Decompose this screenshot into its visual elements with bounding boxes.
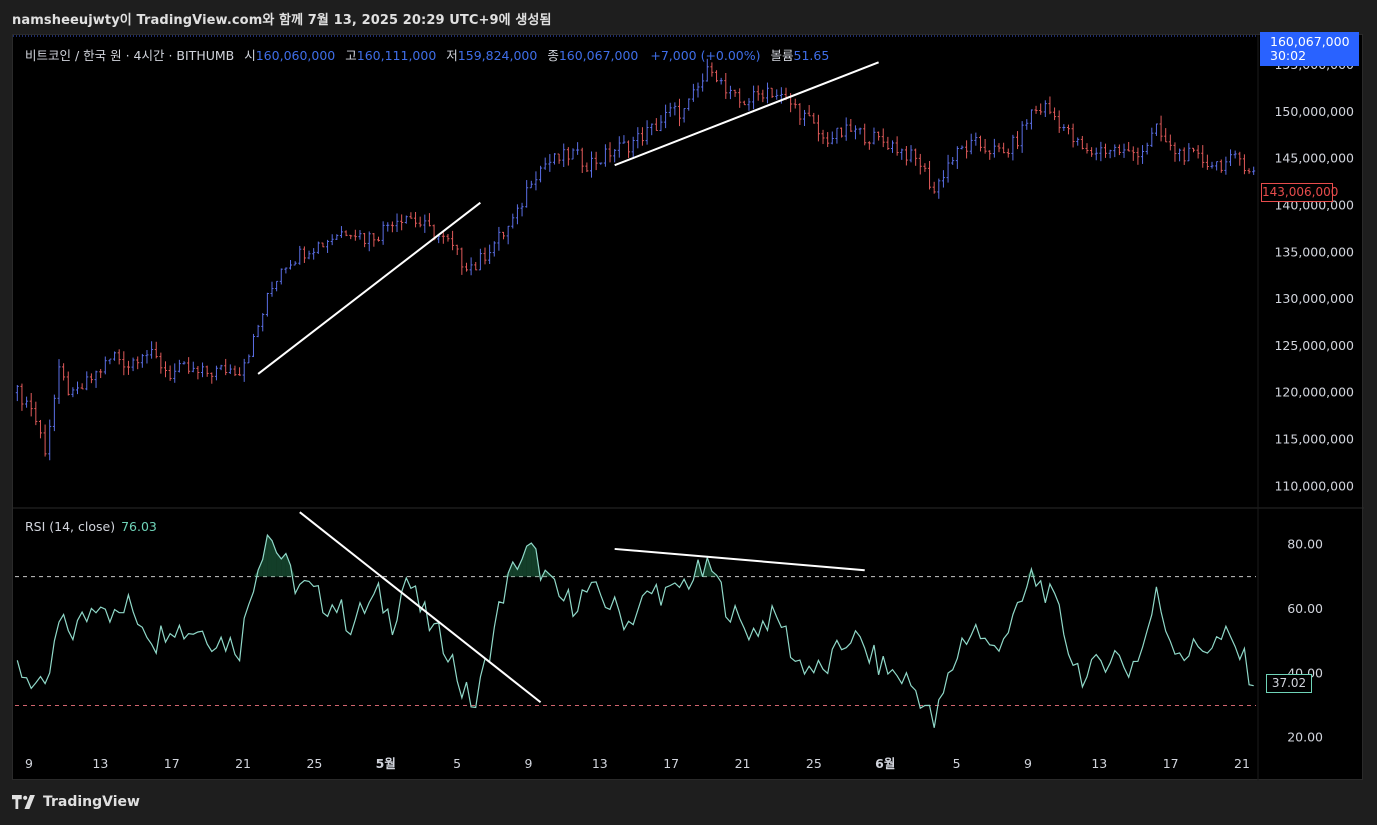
last-price: 160,067,000	[1270, 34, 1350, 49]
rsi-overbought-fill	[262, 535, 268, 577]
time-axis-tick-label: 6월	[875, 756, 895, 771]
rsi-line	[16, 533, 1254, 728]
time-axis-tick-label: 25	[806, 756, 822, 771]
rsi-overbought-fill	[285, 553, 291, 577]
time-axis-tick-label: 9	[1024, 756, 1032, 771]
price-axis-tick-label: 120,000,000	[1274, 385, 1354, 400]
time-axis-tick-label: 5	[453, 756, 461, 771]
chart-frame[interactable]: 155,000,000150,000,000145,000,000140,000…	[12, 32, 1364, 781]
time-axis-tick-label: 13	[592, 756, 608, 771]
rsi-overbought-fill	[281, 553, 286, 577]
symbol-name[interactable]: 비트코인 / 한국 원 · 4시간 · BITHUMB	[25, 48, 235, 63]
price-axis-tick-label: 110,000,000	[1274, 478, 1354, 493]
time-axis-tick-label: 21	[1234, 756, 1250, 771]
price-axis-tick-label: 130,000,000	[1274, 291, 1354, 306]
rsi-overbought-fill	[512, 561, 518, 577]
rsi-value: 76.03	[121, 519, 157, 534]
price-axis-tick-label: 145,000,000	[1274, 151, 1354, 166]
price-trendline[interactable]	[257, 201, 481, 375]
rsi-overbought-fill	[517, 559, 523, 577]
tradingview-logo-icon	[12, 795, 35, 809]
rsi-overbought-fill	[271, 540, 277, 577]
chart-canvas[interactable]: 155,000,000150,000,000145,000,000140,000…	[13, 35, 1364, 781]
time-axis-tick-label: 17	[1163, 756, 1179, 771]
time-axis-tick-label: 17	[164, 756, 180, 771]
snapshot-header: namsheeujwty이 TradingView.com와 함께 7월 13,…	[12, 13, 552, 28]
price-axis-tick-label: 150,000,000	[1274, 104, 1354, 119]
high-value: 160,111,000	[356, 48, 437, 63]
low-label: 저	[446, 48, 458, 63]
rsi-overbought-fill	[267, 535, 272, 577]
time-axis-tick-label: 25	[306, 756, 322, 771]
rsi-level-badge: 37.02	[1266, 674, 1312, 693]
time-axis-tick-label: 9	[524, 756, 532, 771]
rsi-overbought-fill	[531, 543, 536, 577]
time-axis-tick-label: 13	[92, 756, 108, 771]
rsi-axis-tick-label: 80.00	[1287, 536, 1323, 551]
change-value: +7,000 (+0.00%)	[650, 48, 761, 63]
close-value: 160,067,000	[558, 48, 639, 63]
rsi-axis-tick-label: 60.00	[1287, 601, 1323, 616]
bar-countdown: 30:02	[1270, 48, 1307, 63]
rsi-overbought-fill	[522, 546, 527, 577]
time-axis-tick-label: 13	[1091, 756, 1107, 771]
volume-label: 볼륨	[770, 48, 794, 63]
time-axis-tick-label: 5	[953, 756, 961, 771]
price-trendline[interactable]	[614, 61, 879, 167]
rsi-overbought-fill	[526, 543, 532, 577]
rsi-trendline[interactable]	[614, 547, 865, 572]
rsi-label: RSI (14, close)	[25, 519, 116, 534]
time-axis-tick-label: 9	[25, 756, 33, 771]
price-level-badge: 143,006,000	[1261, 183, 1338, 202]
rsi-axis-tick-label: 20.00	[1287, 730, 1323, 745]
rsi-legend[interactable]: RSI (14, close) 76.03	[25, 519, 157, 534]
open-label: 시	[244, 48, 256, 63]
volume-value: 51.65	[793, 48, 830, 63]
price-axis-tick-label: 135,000,000	[1274, 244, 1354, 259]
footer-brand: TradingView	[43, 794, 140, 810]
rsi-trendline[interactable]	[299, 511, 542, 704]
rsi-overbought-fill	[503, 573, 509, 577]
rsi-overbought-fill	[258, 559, 263, 577]
low-value: 159,824,000	[457, 48, 538, 63]
close-label: 종	[547, 48, 559, 63]
time-axis-tick-label: 21	[235, 756, 251, 771]
symbol-legend: 비트코인 / 한국 원 · 4시간 · BITHUMB 시160,060,000…	[25, 45, 829, 64]
time-axis-tick-label: 21	[735, 756, 751, 771]
open-value: 160,060,000	[255, 48, 336, 63]
rsi-overbought-fill	[276, 552, 282, 577]
price-axis-tick-label: 125,000,000	[1274, 338, 1354, 353]
high-label: 고	[345, 48, 357, 63]
footer: TradingView	[12, 794, 140, 810]
price-axis-tick-label: 115,000,000	[1274, 431, 1354, 446]
last-price-badge: 160,067,000 30:02	[1260, 32, 1359, 66]
time-axis-tick-label: 5월	[376, 756, 396, 771]
time-axis-tick-label: 17	[663, 756, 679, 771]
